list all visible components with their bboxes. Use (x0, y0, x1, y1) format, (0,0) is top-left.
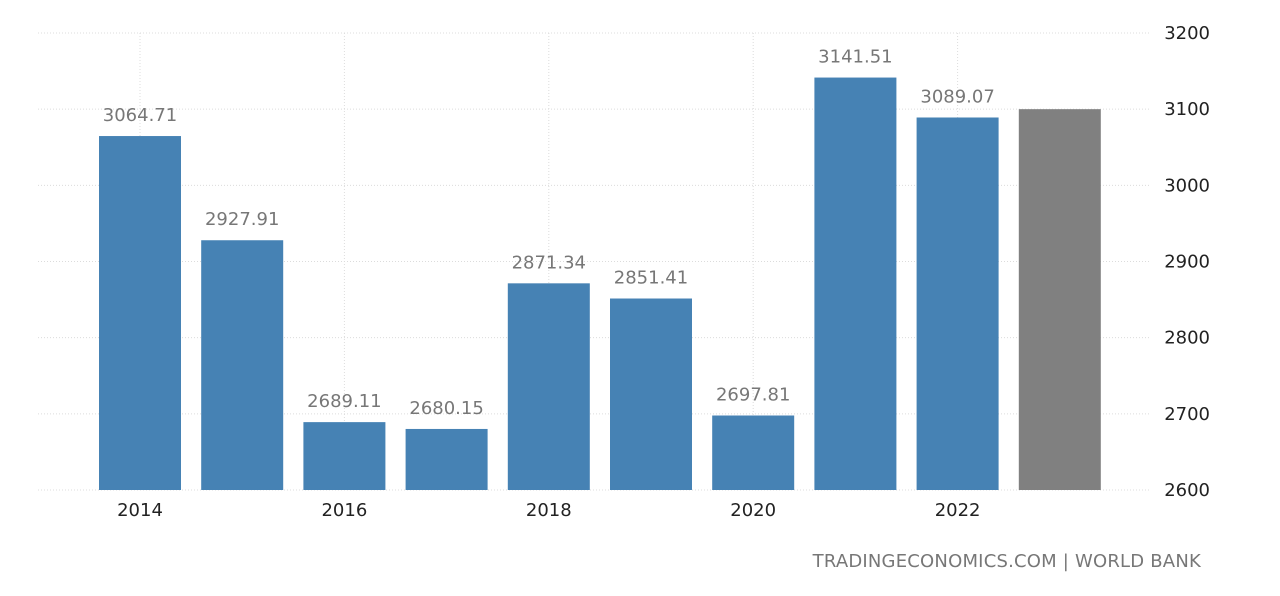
bar (712, 415, 795, 490)
x-tick-label: 2014 (117, 500, 163, 521)
y-tick-label: 2600 (1164, 480, 1210, 501)
y-axis-ticks: 2600 2700 2800 2900 3000 3100 3200 (1164, 23, 1210, 501)
data-label: 2871.34 (512, 252, 586, 273)
data-label: 2851.41 (614, 268, 688, 289)
y-tick-label: 3200 (1164, 23, 1210, 44)
y-tick-label: 2700 (1164, 404, 1210, 425)
bar (99, 136, 181, 490)
bar (610, 298, 692, 490)
y-tick-label: 2800 (1164, 328, 1210, 349)
bar (201, 240, 284, 490)
x-tick-label: 2018 (526, 500, 572, 521)
data-label: 2680.15 (409, 398, 483, 419)
data-label: 3141.51 (818, 47, 892, 68)
bars-group (99, 77, 1101, 491)
bar (405, 428, 488, 490)
data-label: 3089.07 (920, 86, 994, 107)
data-label: 2927.91 (205, 209, 279, 230)
y-tick-label: 3100 (1164, 99, 1210, 120)
source-credit: TRADINGECONOMICS.COM | WORLD BANK (812, 551, 1201, 572)
bar (916, 117, 999, 490)
x-axis-ticks: 2014 2016 2018 2020 2022 (117, 500, 980, 521)
bar (814, 77, 897, 491)
x-tick-label: 2022 (935, 500, 981, 521)
data-label: 3064.71 (103, 105, 177, 126)
y-tick-label: 2900 (1164, 252, 1210, 273)
data-labels-group: 3064.71 2927.91 2689.11 2680.15 2871.34 2851.… (103, 47, 995, 419)
y-tick-label: 3000 (1164, 175, 1210, 196)
bar (507, 283, 590, 490)
x-tick-label: 2020 (730, 500, 776, 521)
bar (303, 422, 386, 490)
data-label: 2689.11 (307, 391, 381, 412)
data-label: 2697.81 (716, 385, 790, 406)
x-tick-label: 2016 (321, 500, 367, 521)
forecast-bar (1018, 109, 1101, 491)
